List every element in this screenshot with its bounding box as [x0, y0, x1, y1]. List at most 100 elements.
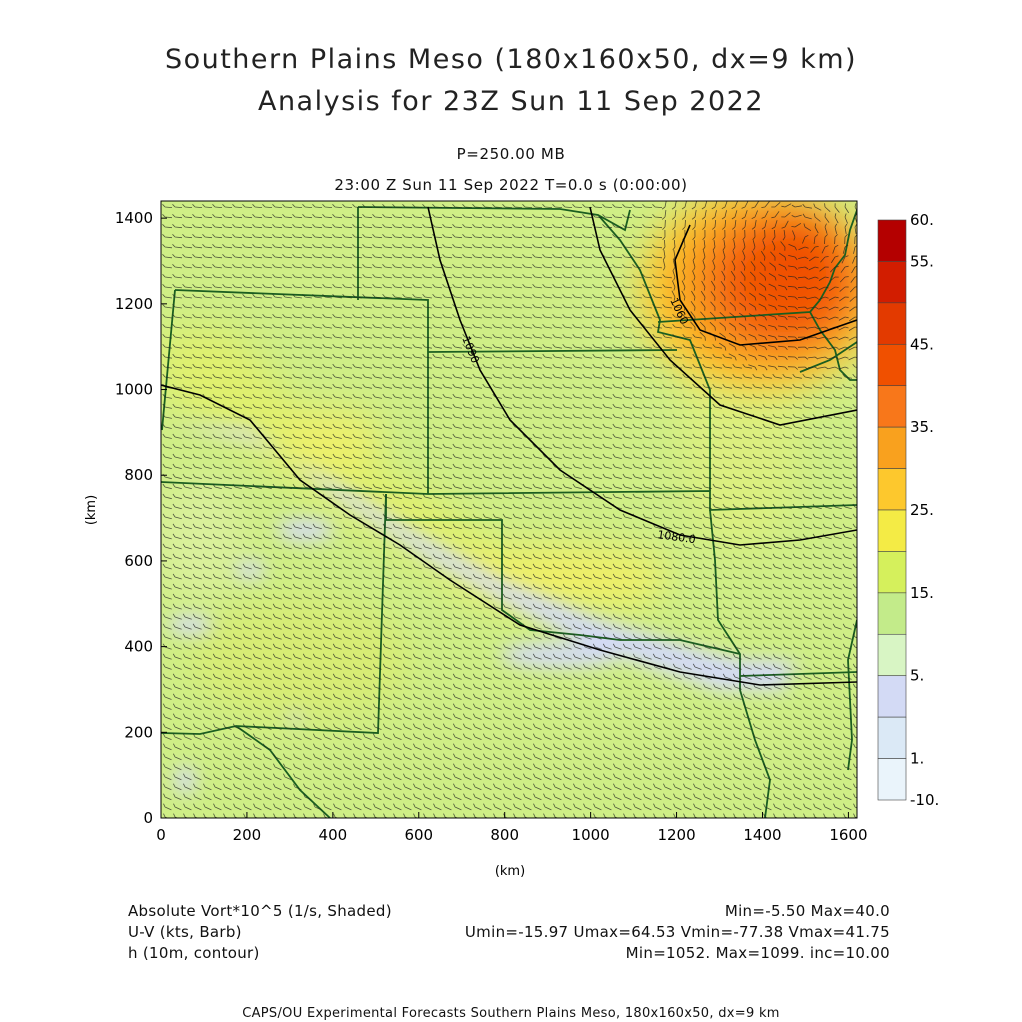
wind-barb	[342, 333, 352, 339]
wind-barb	[738, 323, 747, 331]
wind-barb	[692, 343, 702, 349]
wind-barb	[452, 224, 463, 229]
wind-barb	[642, 323, 652, 329]
wind-barb	[462, 244, 473, 249]
wind-barb	[432, 323, 442, 329]
wind-barb	[542, 333, 552, 339]
wind-barb	[212, 264, 222, 269]
wind-barb	[342, 214, 353, 219]
wind-barb	[562, 353, 572, 359]
wind-barb	[602, 303, 612, 309]
wind-barb	[202, 214, 213, 219]
wind-barb	[202, 224, 213, 229]
wind-barb	[572, 214, 583, 219]
wind-barb	[292, 254, 303, 259]
wind-barb	[792, 230, 796, 241]
wind-barb	[222, 244, 233, 249]
wind-barb	[282, 264, 292, 269]
wind-barb	[302, 264, 312, 269]
legend-field1-name: Absolute Vort*10^5 (1/s, Shaded)	[128, 902, 392, 920]
wind-barb	[778, 252, 787, 261]
color-bar-segment	[877, 758, 907, 801]
wind-barb	[562, 273, 572, 279]
wind-barb	[778, 284, 788, 291]
wind-barb	[412, 234, 423, 239]
wind-barb	[722, 229, 726, 241]
wind-barb	[182, 323, 192, 329]
color-bar-segment	[877, 261, 907, 304]
wind-barb	[442, 264, 452, 269]
wind-barb	[762, 240, 766, 251]
wind-barb	[472, 264, 482, 269]
wind-barb	[612, 343, 622, 349]
wind-barb	[552, 264, 562, 269]
wind-barb	[232, 293, 242, 299]
wind-barb	[692, 250, 696, 261]
wind-barb	[710, 301, 716, 311]
wind-barb	[512, 323, 522, 329]
wind-barb	[582, 293, 592, 299]
wind-barb	[452, 323, 462, 329]
wind-barb	[701, 280, 706, 291]
wind-barb	[342, 254, 353, 259]
wind-barb	[372, 323, 382, 329]
wind-barb	[392, 264, 402, 269]
wind-barb	[522, 283, 532, 289]
wind-barb	[839, 276, 849, 283]
wind-barb	[332, 313, 342, 319]
wind-barb	[632, 283, 642, 289]
wind-barb	[162, 343, 172, 349]
wind-barb	[741, 201, 749, 209]
wind-barb	[632, 343, 642, 349]
wind-barb	[512, 283, 522, 289]
wind-barb	[322, 244, 333, 249]
wind-barb	[712, 219, 717, 230]
wind-barb	[322, 254, 333, 259]
wind-barb	[272, 234, 283, 239]
wind-barb	[768, 334, 778, 341]
wind-barb	[741, 220, 747, 230]
wind-barb	[482, 293, 492, 299]
border-path	[357, 206, 631, 232]
wind-barb	[442, 224, 453, 229]
wind-barb	[702, 343, 712, 349]
wind-barb	[632, 264, 642, 269]
y-tick-label: 800	[124, 466, 153, 484]
wind-barb	[562, 323, 572, 329]
wind-barb	[312, 353, 322, 359]
wind-barb	[342, 273, 352, 279]
wind-barb	[292, 244, 303, 249]
y-tick-label: 400	[124, 638, 153, 656]
wind-barb	[718, 342, 727, 351]
wind-barb	[442, 204, 453, 208]
wind-barb	[612, 204, 623, 208]
wind-barb	[602, 273, 612, 279]
wind-barb	[452, 204, 463, 208]
wind-barb	[642, 273, 652, 279]
wind-barb	[162, 244, 173, 249]
wind-barb	[442, 313, 452, 319]
wind-barb	[182, 353, 192, 359]
footer-credit: CAPS/OU Experimental Forecasts Southern …	[242, 1006, 780, 1021]
wind-barb	[671, 280, 676, 291]
border-path	[847, 619, 857, 771]
wind-barb	[840, 265, 849, 273]
wind-barb	[502, 214, 513, 219]
wind-barb	[282, 244, 293, 249]
wind-barb	[252, 283, 262, 289]
wind-barb	[671, 210, 677, 220]
wind-barb	[532, 323, 542, 329]
wind-barb	[758, 293, 767, 301]
color-bar-segment	[877, 219, 907, 262]
wind-barb	[482, 283, 492, 289]
wind-barb	[172, 254, 183, 259]
wind-barb	[162, 293, 172, 299]
wind-barb	[302, 224, 313, 229]
wind-barb	[622, 224, 633, 229]
wind-barb	[372, 273, 382, 279]
wind-barb	[172, 214, 183, 219]
wind-barb	[362, 244, 373, 249]
wind-barb	[472, 333, 482, 339]
wind-barb	[808, 326, 819, 330]
wind-barb	[462, 264, 472, 269]
